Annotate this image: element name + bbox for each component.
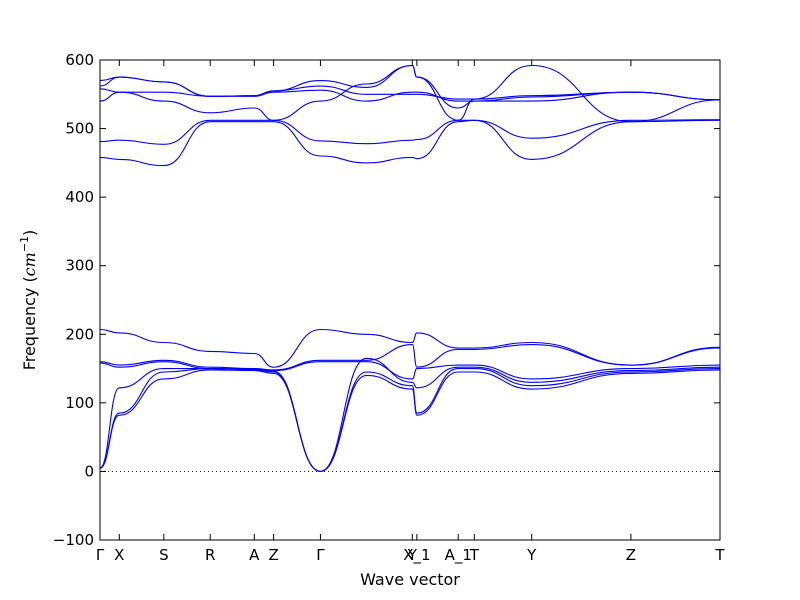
band-12	[99, 64, 721, 123]
x-tick-label: Z	[268, 546, 278, 564]
band-6	[99, 328, 721, 368]
y-axis-label-close: )	[20, 230, 39, 236]
band-10	[99, 88, 721, 102]
plot-background	[100, 60, 720, 540]
y-tick-label: 500	[65, 120, 94, 138]
x-axis-label: Wave vector	[360, 570, 460, 589]
x-tick-label: Γ	[316, 546, 325, 564]
y-tick-label: 300	[65, 257, 94, 275]
band-7	[99, 119, 721, 167]
x-tick-label: Z	[626, 546, 636, 564]
y-tick-label: 200	[65, 325, 94, 343]
band-9	[99, 64, 721, 121]
band-5	[99, 344, 721, 371]
x-tick-label: T	[469, 546, 480, 564]
band-1	[99, 369, 721, 472]
band-3	[99, 357, 721, 472]
y-tick-label: 600	[65, 51, 94, 69]
plot-area	[100, 60, 720, 540]
x-tick-label: X_1	[403, 546, 430, 565]
phonon-bands	[99, 64, 721, 472]
y-axis-label-unit-exponent: −1	[18, 236, 31, 252]
y-axis-label: Frequency (cm−1)	[18, 230, 39, 371]
y-axis-label-unit: cm	[20, 252, 39, 276]
x-axis: Γ X S R A Z Γ YX_1 A_1T Y Z T	[96, 546, 726, 565]
x-tick-label: S	[159, 546, 169, 564]
y-tick-label: −100	[53, 531, 94, 549]
x-tick-label: Y	[407, 546, 418, 564]
y-axis-label-text: Frequency (	[20, 276, 39, 370]
band-4	[99, 361, 721, 380]
x-tick-label: Y	[526, 546, 537, 564]
x-tick-label: A_1	[445, 546, 472, 565]
x-tick-label: A	[249, 546, 260, 564]
x-tick-label: Γ	[96, 546, 105, 564]
x-tick-label: T	[714, 546, 725, 564]
y-tick-label: 0	[84, 462, 94, 480]
y-tick-label: 400	[65, 188, 94, 206]
x-tick-label: R	[205, 546, 215, 564]
band-2	[99, 368, 721, 472]
y-tick-label: 100	[65, 394, 94, 412]
y-axis: −100 0 100 200 300 400 500 600	[53, 51, 721, 549]
x-tick-label: X	[114, 546, 124, 564]
plot-frame	[99, 59, 721, 541]
band-8	[99, 119, 721, 145]
